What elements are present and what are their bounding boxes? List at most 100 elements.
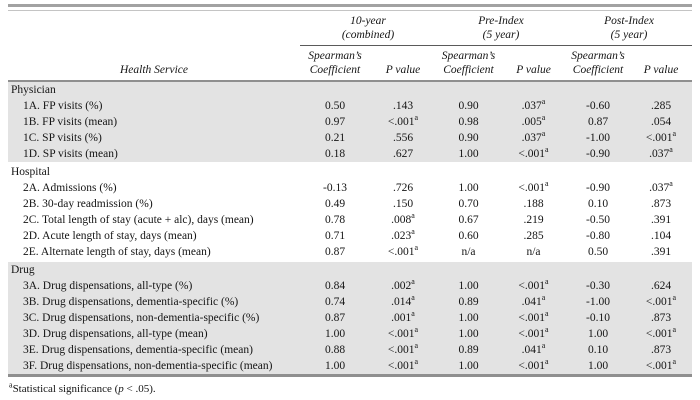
value-cell: 0.84 [324, 280, 346, 292]
value-cell: .037a [521, 129, 546, 144]
value-cell: <.001a [518, 179, 549, 194]
value-cell: <.001a [518, 309, 549, 324]
row-label: 3B. Drug dispensations, dementia-specifi… [23, 296, 239, 308]
significance-marker: a [414, 113, 419, 123]
value-cell: 0.87 [324, 312, 346, 324]
value-cell: 1.00 [324, 360, 346, 372]
value-cell: -0.80 [586, 230, 610, 242]
significance-marker: a [414, 341, 419, 351]
value-cell: .054 [650, 116, 672, 128]
value-cell: 0.60 [458, 230, 479, 242]
column-header-coefficient-post-index: Spearman’s Coefficient [566, 45, 631, 82]
value-cell: 1.00 [458, 312, 479, 324]
value-cell: <.001a [645, 293, 677, 308]
value-cell: n/a [526, 246, 541, 258]
value-cell: <.001a [387, 243, 419, 258]
value-cell: .391 [650, 214, 672, 226]
value-cell: 0.67 [458, 214, 479, 226]
significance-marker: a [541, 97, 546, 107]
value-cell: <.001a [518, 145, 549, 160]
value-cell: .001a [391, 309, 415, 324]
section-header-row: Physician [8, 81, 692, 98]
value-cell: .104 [650, 230, 672, 242]
value-cell: .002a [391, 277, 415, 292]
row-label: 1C. SP visits (%) [23, 132, 102, 144]
value-cell: .005a [521, 113, 546, 128]
value-cell: 0.87 [324, 246, 346, 258]
row-label: 2B. 30-day readmission (%) [23, 198, 153, 210]
table-row: 3E. Drug dispensations, dementia-specifi… [8, 342, 692, 358]
significance-marker: a [411, 293, 415, 303]
sub-header-row: Spearman’s Coefficient P value Spearman’… [8, 45, 693, 82]
significance-marker: a [545, 309, 549, 319]
table-row: 1A. FP visits (%) 0.50 .143 0.90 .037a -0.60.… [8, 98, 692, 114]
value-cell: 1.00 [458, 280, 479, 292]
value-cell: -0.90 [586, 148, 610, 160]
column-header-coefficient-pre-index: Spearman’s Coefficient [436, 45, 501, 82]
significance-marker: a [672, 325, 677, 335]
value-cell: -0.60 [586, 100, 610, 112]
value-cell: 1.00 [587, 360, 609, 372]
section-title: Hospital [11, 166, 50, 178]
value-cell: .219 [523, 214, 544, 226]
column-header-p-value-post-index: P value [630, 45, 693, 82]
column-header-p-value-10-year: P value [370, 45, 436, 82]
value-cell: 1.00 [458, 148, 479, 160]
value-cell: <.001a [518, 357, 549, 372]
column-header-coefficient-10-year: Spearman’s Coefficient [300, 45, 370, 82]
row-label: 1B. FP visits (mean) [23, 116, 118, 128]
significance-marker: a [411, 309, 415, 319]
significance-marker: a [669, 179, 673, 189]
row-label: 1A. FP visits (%) [23, 100, 103, 112]
value-cell: 0.88 [324, 344, 346, 356]
value-cell: 0.90 [458, 100, 479, 112]
row-label: 3E. Drug dispensations, dementia-specifi… [23, 344, 253, 356]
significance-marker: a [545, 357, 549, 367]
value-cell: -0.50 [586, 214, 610, 226]
value-cell: .150 [392, 198, 414, 210]
significance-marker: a [545, 179, 549, 189]
value-cell: 0.50 [587, 246, 609, 258]
significance-marker: a [411, 227, 415, 237]
section-physician: Physician 1A. FP visits (%) 0.50 .143 0.90 .0… [8, 81, 693, 163]
significance-marker: a [672, 293, 677, 303]
significance-marker: a [669, 145, 673, 155]
value-cell: 0.49 [324, 198, 346, 210]
section-title: Drug [11, 264, 35, 276]
value-cell: .873 [650, 198, 672, 210]
value-cell: .556 [392, 132, 414, 144]
value-cell: -0.10 [586, 312, 610, 324]
table-row: 2D. Acute length of stay, days (mean) 0.7… [8, 228, 692, 244]
value-cell: <.001a [387, 341, 419, 356]
section-header-row: Hospital [8, 163, 692, 180]
value-cell: <.001a [645, 357, 677, 372]
table-row: 1B. FP visits (mean) 0.97 <.001a 0.98 .005a 0… [8, 114, 692, 130]
value-cell: 0.89 [458, 344, 479, 356]
value-cell: <.001a [387, 357, 419, 372]
value-cell: 1.00 [324, 328, 346, 340]
significance-marker: a [672, 129, 677, 139]
significance-marker: a [545, 145, 549, 155]
significance-marker: a [411, 277, 415, 287]
significance-marker: a [541, 113, 546, 123]
value-cell: -1.00 [586, 132, 610, 144]
significance-marker: a [541, 129, 546, 139]
row-label: 2C. Total length of stay (acute + alc), … [23, 214, 254, 226]
table-row: 2C. Total length of stay (acute + alc), … [8, 212, 692, 228]
value-cell: .143 [392, 100, 414, 112]
value-cell: 0.50 [324, 100, 346, 112]
value-cell: -1.00 [586, 296, 610, 308]
table-row: 3F. Drug dispensations, non-dementia-spe… [8, 358, 692, 376]
value-cell: 0.70 [458, 198, 479, 210]
value-cell: .285 [523, 230, 544, 242]
health-service-label: Health Service [119, 63, 188, 76]
row-label: 2E. Alternate length of stay, days (mean… [23, 246, 211, 258]
value-cell: .285 [650, 100, 672, 112]
value-cell: -0.13 [323, 182, 347, 194]
significance-marker: a [545, 325, 549, 335]
table-row: 2B. 30-day readmission (%) 0.49 .150 0.70 .1… [8, 196, 692, 212]
significance-marker: a [541, 293, 546, 303]
value-cell: .037a [649, 145, 673, 160]
value-cell: <.001a [518, 325, 549, 340]
